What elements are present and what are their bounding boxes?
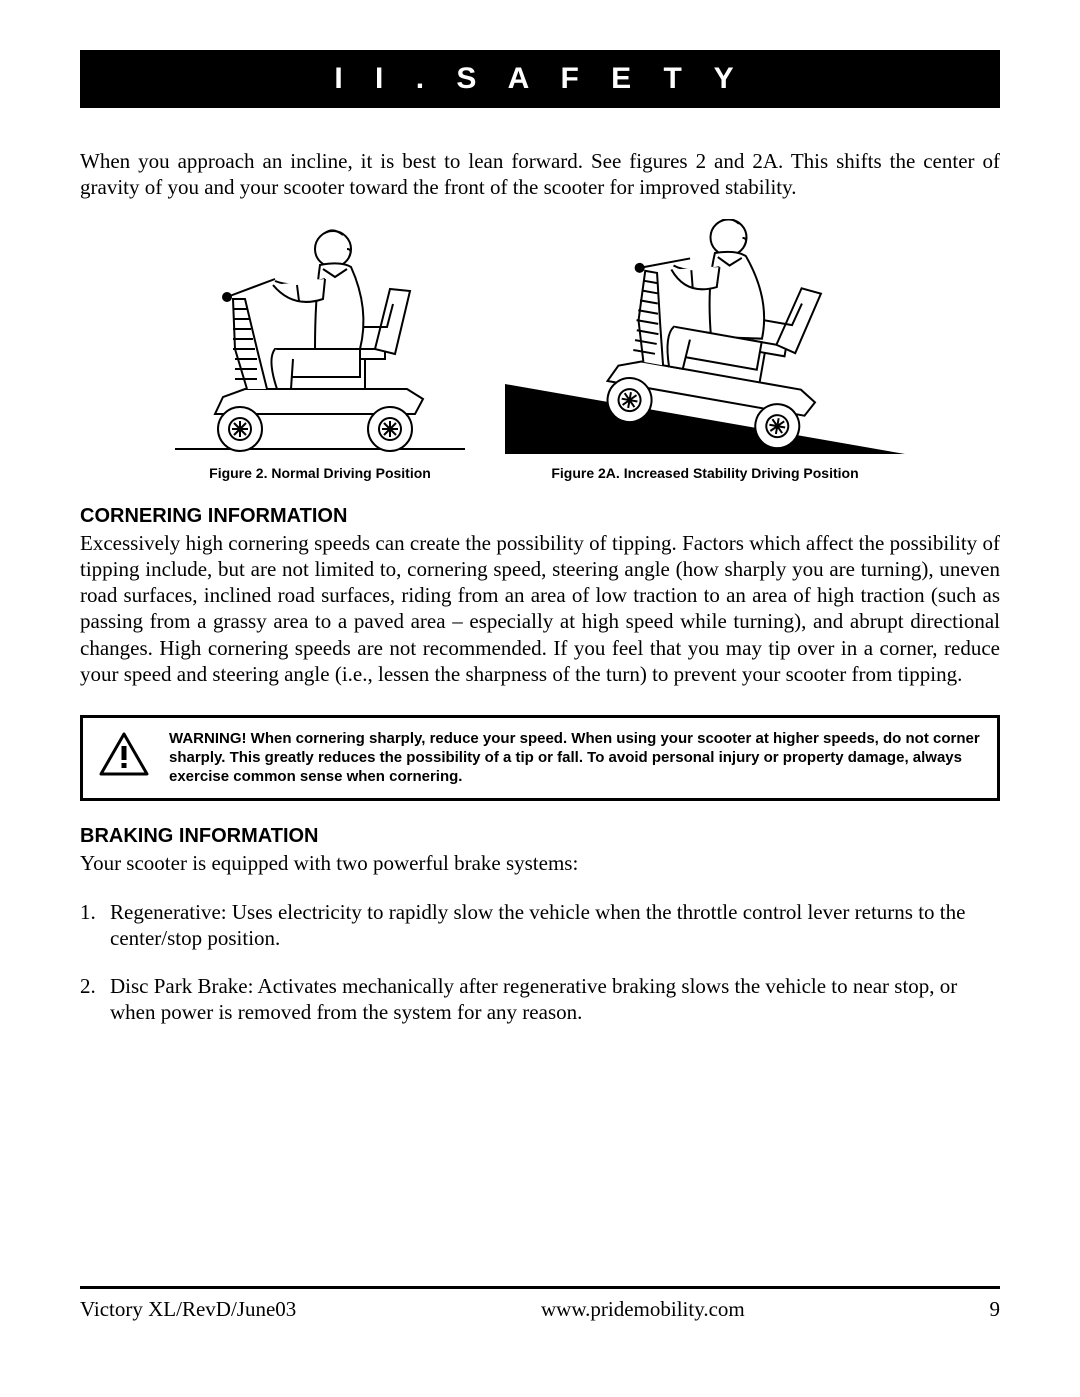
figure2a-caption: Figure 2A. Increased Stability Driving P… [505,465,905,481]
list-text: Regenerative: Uses electricity to rapidl… [110,899,1000,952]
page-footer: Victory XL/RevD/June03 www.pridemobility… [80,1286,1000,1322]
cornering-text: Excessively high cornering speeds can cr… [80,530,1000,688]
warning-triangle-icon [99,732,149,781]
braking-heading: BRAKING INFORMATION [80,825,1000,848]
page: I I . S A F E T Y When you approach an i… [0,0,1080,1397]
scooter-normal-illustration [175,219,465,459]
list-number: 1. [80,899,110,952]
warning-text: WARNING! When cornering sharply, reduce … [169,730,981,786]
figure-incline-driving: Figure 2A. Increased Stability Driving P… [505,219,905,481]
section-header-bar: I I . S A F E T Y [80,50,1000,108]
cornering-heading: CORNERING INFORMATION [80,505,1000,528]
list-item: 1. Regenerative: Uses electricity to rap… [80,899,1000,952]
warning-box: WARNING! When cornering sharply, reduce … [80,715,1000,801]
list-item: 2. Disc Park Brake: Activates mechanical… [80,973,1000,1026]
figures-row: Figure 2. Normal Driving Position [80,219,1000,481]
list-text: Disc Park Brake: Activates mechanically … [110,973,1000,1026]
figure2-caption: Figure 2. Normal Driving Position [175,465,465,481]
scooter-incline-illustration [505,219,905,459]
footer-center: www.pridemobility.com [541,1297,745,1322]
braking-intro: Your scooter is equipped with two powerf… [80,850,1000,876]
figure-normal-driving: Figure 2. Normal Driving Position [175,219,465,481]
footer-left: Victory XL/RevD/June03 [80,1297,296,1322]
intro-paragraph: When you approach an incline, it is best… [80,148,1000,201]
list-number: 2. [80,973,110,1026]
footer-right: 9 [989,1297,1000,1322]
